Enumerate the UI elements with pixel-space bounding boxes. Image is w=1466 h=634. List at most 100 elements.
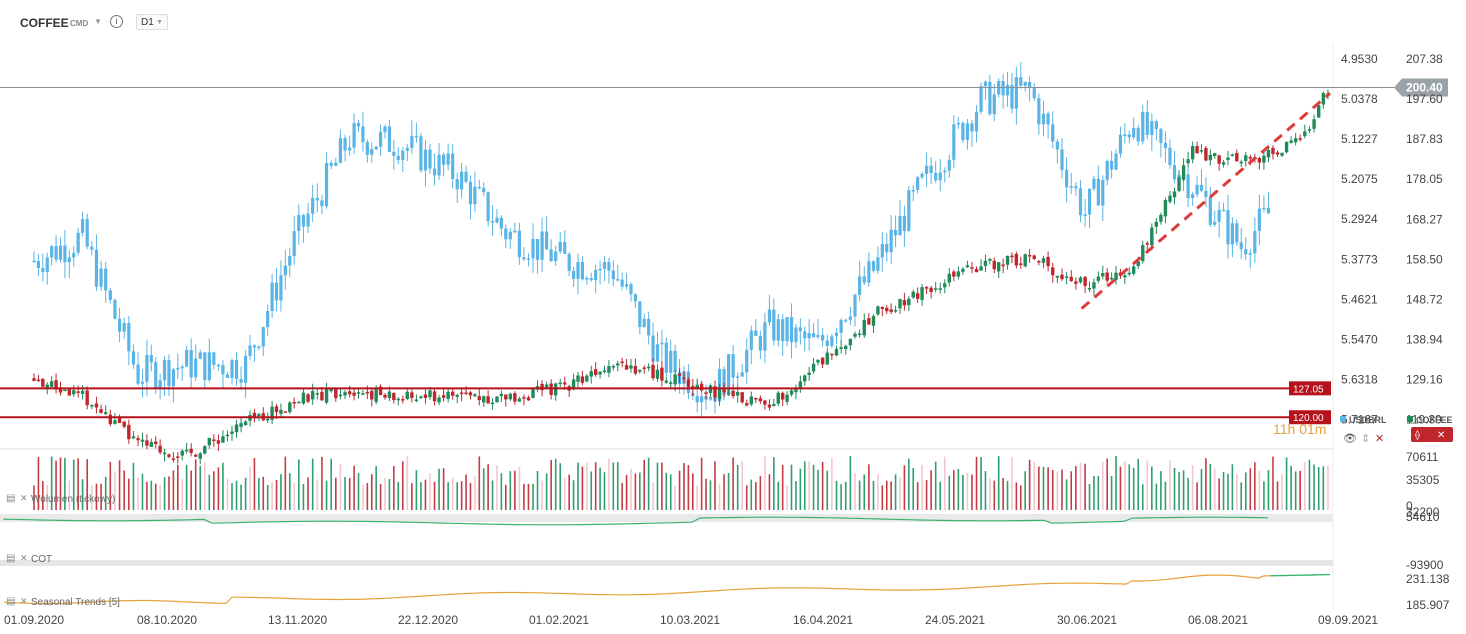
trend-line[interactable] — [1080, 92, 1331, 310]
usdbrl-candle — [216, 364, 220, 367]
usdbrl-candle — [1257, 208, 1261, 231]
usdbrl-candle — [1055, 141, 1059, 150]
coffee-candle — [1105, 272, 1109, 281]
usdbrl-candle — [848, 316, 852, 320]
close-icon[interactable]: ✕ — [20, 596, 28, 606]
usdbrl-candle — [807, 333, 811, 339]
coffee-candle — [216, 440, 221, 444]
usdbrl-candle — [432, 168, 437, 176]
usdbrl-candle — [1213, 221, 1217, 225]
coffee-candle — [1244, 155, 1248, 162]
usdbrl-candle — [1154, 121, 1158, 129]
usdbrl-candle — [952, 124, 956, 160]
usdbrl-candle — [401, 150, 405, 160]
coffee-candle — [127, 424, 131, 440]
eye-icon[interactable]: 👁 — [1343, 433, 1357, 445]
coffee-candle — [871, 316, 876, 326]
coffee-candle — [171, 458, 176, 460]
coffee-candle — [758, 398, 763, 402]
coffee-candle — [85, 390, 89, 406]
coffee-candle — [315, 393, 320, 395]
coffee-candle — [1275, 152, 1280, 155]
usdbrl-candle — [934, 172, 938, 181]
usdbrl-candle — [607, 262, 611, 271]
coffee-candle — [1123, 275, 1127, 278]
usdbrl-candle — [580, 262, 585, 280]
coffee-candle — [1226, 157, 1230, 160]
usdbrl-candle — [907, 190, 911, 231]
usdbrl-candle — [352, 123, 356, 148]
coffee-candle — [117, 417, 122, 423]
usdbrl-candle — [700, 396, 704, 403]
usdbrl-candle — [1226, 210, 1230, 245]
coffee-series-settings[interactable] — [1411, 427, 1453, 442]
timeframe-select[interactable]: D1 ▼ — [136, 14, 168, 30]
usdbrl-candle — [212, 352, 216, 365]
usdbrl-candle — [171, 369, 175, 387]
seasonal-tick-label: 231.138 — [1406, 572, 1450, 586]
usdbrl-candle — [1208, 197, 1212, 225]
coffee-candle — [580, 376, 585, 383]
coffee-candle — [374, 388, 378, 402]
coffee-candle — [428, 390, 432, 398]
close-icon[interactable]: ✕ — [20, 493, 28, 503]
coffee-candle — [602, 370, 607, 373]
panel-menu-icon[interactable]: ▤ — [6, 553, 15, 564]
panel-menu-icon[interactable]: ▤ — [6, 493, 15, 504]
timeframe-value: D1 — [141, 17, 154, 28]
usdbrl-candle — [554, 251, 558, 262]
usdbrl-candle — [361, 126, 365, 143]
usdbrl-candle — [925, 165, 929, 174]
coffee-series — [32, 89, 1330, 465]
symbol-name[interactable]: COFFEE — [20, 16, 69, 30]
panel-menu-icon[interactable]: ▤ — [6, 596, 15, 607]
usdbrl-candle — [1266, 207, 1271, 214]
coffee-candle — [803, 375, 807, 382]
coffee-candle — [41, 378, 45, 387]
usdbrl-candle — [902, 216, 907, 231]
usdbrl-candle — [992, 94, 996, 115]
coffee-candle — [1195, 146, 1199, 154]
usdbrl-candle — [1253, 230, 1257, 254]
coffee-candle — [423, 394, 428, 398]
usdbrl-candle — [1235, 223, 1239, 243]
coffee-candle — [929, 287, 933, 293]
usdbrl-candle — [526, 258, 531, 260]
usdbrl-candle — [616, 279, 620, 281]
coffee-candle — [108, 414, 113, 425]
coffee-candle — [1131, 266, 1136, 274]
chevron-down-icon[interactable]: ▼ — [94, 17, 102, 26]
usdbrl-candle — [1195, 184, 1199, 195]
close-icon[interactable]: ✕ — [1375, 433, 1384, 445]
usdbrl-candle — [916, 177, 920, 190]
usdbrl-candle — [274, 282, 279, 301]
coffee-candle — [361, 393, 365, 395]
coffee-candle — [1014, 253, 1019, 266]
close-icon[interactable]: ✕ — [20, 553, 28, 563]
coffee-candle — [343, 392, 347, 396]
usdbrl-candle — [167, 360, 171, 387]
indicator-line — [3, 516, 1269, 526]
coffee-candle — [798, 381, 803, 390]
usdbrl-candle — [423, 149, 428, 171]
coffee-candle — [517, 398, 522, 402]
info-icon[interactable]: i — [110, 15, 123, 28]
usdbrl-candle — [414, 135, 418, 138]
level-tag-label: 127.05 — [1293, 384, 1324, 395]
usdbrl-candle — [311, 197, 315, 214]
usdbrl-candle — [1028, 81, 1032, 88]
coffee-candle — [1284, 141, 1289, 153]
reorder-icon[interactable]: ⇕ — [1361, 433, 1370, 445]
coffee-candle — [1092, 282, 1096, 289]
seasonal-tick-label: 185.907 — [1406, 598, 1450, 612]
price-tick-label: 158.50 — [1406, 252, 1443, 266]
usdbrl-candle — [1244, 249, 1248, 255]
coffee-candle — [194, 454, 198, 457]
usdbrl-candle — [531, 239, 535, 259]
coffee-candle — [731, 390, 735, 397]
coffee-candle — [90, 405, 94, 407]
usdbrl-candle — [154, 362, 158, 389]
coffee-candle — [1168, 195, 1172, 202]
close-icon[interactable]: ✕ — [1437, 430, 1445, 441]
